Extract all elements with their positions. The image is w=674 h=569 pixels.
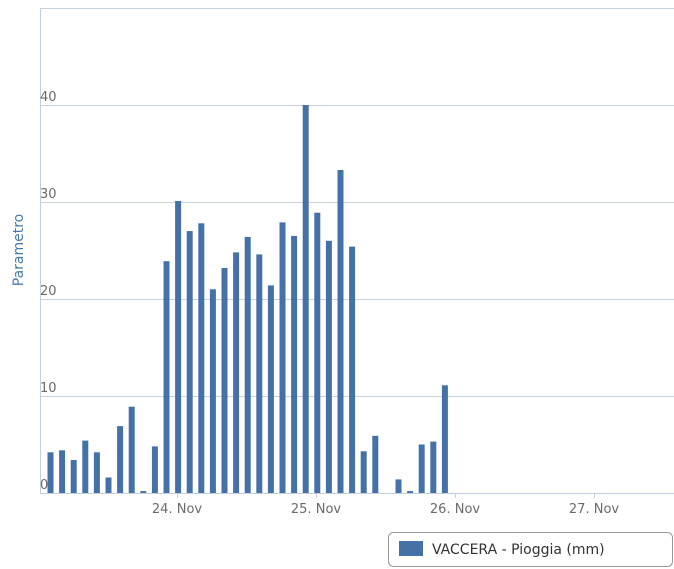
bar[interactable] [105,477,112,494]
bar[interactable] [117,426,124,493]
y-tick-label: 30 [40,187,57,202]
y-axis-title: Parametro [11,214,27,286]
bar[interactable] [395,479,402,493]
bar[interactable] [93,452,100,493]
bar[interactable] [128,406,135,493]
bar[interactable] [418,444,425,494]
y-tick-label: 40 [40,90,57,105]
y-tick-label: 20 [40,284,57,299]
bar[interactable] [372,435,379,493]
bar[interactable] [233,252,240,493]
bar[interactable] [163,261,170,493]
legend[interactable]: VACCERA - Pioggia (mm) [388,532,673,567]
bar[interactable] [82,440,89,493]
bar[interactable] [360,451,367,493]
bar[interactable] [267,285,274,493]
bar[interactable] [337,170,344,493]
x-tick-labels: 24. Nov 25. Nov 26. Nov 27. Nov [152,493,619,517]
bar[interactable] [47,452,54,493]
axes [40,8,674,494]
y-tick-label: 0 [40,478,48,493]
legend-swatch [399,541,423,556]
bar[interactable] [140,491,147,493]
bar-series[interactable] [47,105,448,494]
y-tick-label: 10 [40,381,57,396]
bar[interactable] [198,223,205,494]
bar[interactable] [70,460,77,493]
bar[interactable] [314,212,321,493]
bar[interactable] [325,240,332,493]
bar[interactable] [59,450,66,493]
x-tick-label: 24. Nov [152,502,202,517]
bar[interactable] [430,441,437,493]
bar[interactable] [151,446,158,493]
bar[interactable] [291,235,298,493]
bar[interactable] [186,231,193,493]
legend-box[interactable] [388,532,673,567]
bar[interactable] [244,236,251,493]
y-tick-labels: 0 10 20 30 40 [40,90,57,493]
bar[interactable] [349,246,356,493]
bar[interactable] [302,105,309,493]
bar[interactable] [175,201,182,493]
bar[interactable] [221,268,228,493]
grid-lines [40,8,674,397]
x-tick-label: 25. Nov [291,502,341,517]
legend-label: VACCERA - Pioggia (mm) [432,542,605,558]
bar[interactable] [441,385,448,493]
bar[interactable] [256,254,263,493]
bar[interactable] [407,491,414,493]
x-tick-label: 26. Nov [430,502,480,517]
bar[interactable] [279,222,286,493]
bar[interactable] [209,289,216,493]
x-tick-label: 27. Nov [569,502,619,517]
